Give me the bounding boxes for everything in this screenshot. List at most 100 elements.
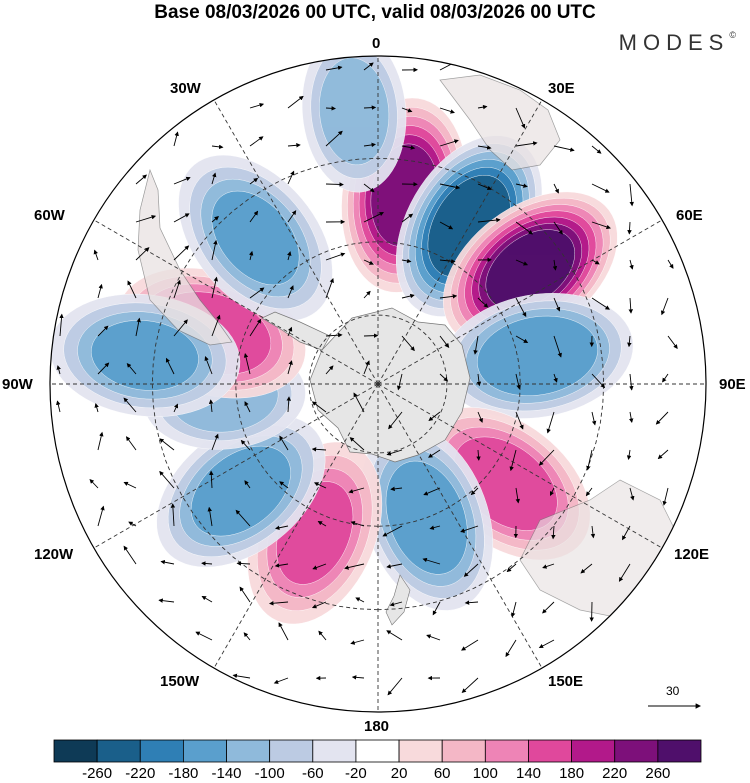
wind-vector-arrow <box>325 252 346 261</box>
colorbar-tick-label: -220 <box>125 765 156 782</box>
lon-label-150e: 150E <box>548 673 584 690</box>
wind-vector-arrow <box>318 630 327 641</box>
colorbar-swatch <box>571 739 616 763</box>
wind-vector-arrow <box>439 335 450 349</box>
wind-vector-arrow <box>287 251 292 261</box>
wind-vector-arrow <box>93 249 99 261</box>
wind-vector-arrow <box>97 362 110 375</box>
wind-vector-arrow <box>363 105 377 110</box>
wind-vector-arrow <box>585 487 593 497</box>
wind-vector-arrow <box>422 557 441 565</box>
negative-anomaly-center <box>178 154 333 322</box>
wind-vector-arrow <box>97 283 103 299</box>
wind-vector-arrow <box>401 213 414 223</box>
wind-vector-arrow <box>662 373 669 383</box>
reference-vector-label: 30 <box>666 684 680 698</box>
wind-vector-arrow <box>123 481 137 489</box>
colorbar-swatch <box>355 739 400 763</box>
wind-vector-arrow <box>355 597 365 603</box>
wind-vector-arrow <box>94 403 99 413</box>
wind-vector-arrow <box>629 183 634 207</box>
wind-vector-arrow <box>542 601 555 614</box>
wind-vector-arrow <box>428 449 441 458</box>
wind-vector-arrow <box>249 102 265 109</box>
wind-vector-arrow <box>135 215 157 223</box>
wind-vector-arrow <box>350 520 365 527</box>
colorbar-swatch <box>139 739 184 763</box>
wind-vector-arrow <box>386 449 403 456</box>
wind-vector-arrow <box>515 107 526 129</box>
wind-vector-arrow <box>439 294 458 299</box>
wind-vector-arrow <box>135 317 141 337</box>
wind-vector-arrow <box>274 563 289 568</box>
wind-vectors <box>56 60 678 696</box>
colorbar-tick-label: 140 <box>515 765 542 782</box>
colorbar-swatch <box>226 739 271 763</box>
wind-vector-arrow <box>363 183 375 193</box>
antarctic-peninsula <box>261 311 331 351</box>
wind-vector-arrow <box>344 563 365 570</box>
wind-vector-arrow <box>287 210 297 223</box>
wind-vector-arrow <box>473 335 479 355</box>
wind-vector-arrow <box>204 356 213 375</box>
wind-vector-arrow <box>622 525 631 541</box>
anomaly-contour <box>190 445 291 537</box>
wind-vector-arrow <box>128 521 137 527</box>
wind-vector-arrow <box>401 107 413 113</box>
wind-vector-arrow <box>477 104 488 110</box>
wind-vector-arrow <box>211 172 217 185</box>
wind-vector-arrow <box>311 447 327 452</box>
wind-vector-arrow <box>553 335 562 358</box>
wind-vector-arrow <box>56 400 61 413</box>
wind-vector-arrow <box>553 183 559 194</box>
meridian-line <box>377 219 663 385</box>
wind-vector-arrow <box>477 411 483 423</box>
wind-vector-arrow <box>235 509 251 527</box>
wind-vector-arrow <box>240 439 251 451</box>
wind-vector-arrow <box>515 487 520 504</box>
colorbar-swatch <box>657 739 702 763</box>
wind-vector-arrow <box>363 259 374 265</box>
wind-vector-arrow <box>287 360 293 375</box>
wind-vector-arrow <box>173 319 188 337</box>
map-title: Base 08/03/2026 00 UTC, valid 08/03/2026… <box>154 2 596 23</box>
wind-vector-arrow <box>586 449 593 471</box>
wind-vector-arrow <box>159 470 175 489</box>
wind-vector-arrow <box>311 401 327 413</box>
wind-vector-arrow <box>211 314 221 337</box>
wind-vector-arrow <box>591 373 606 389</box>
antarctica-landmass <box>309 307 471 463</box>
wind-vector-arrow <box>386 563 403 569</box>
wind-vector-arrow <box>401 258 412 264</box>
wind-vector-arrow <box>173 279 181 299</box>
wind-vector-arrow <box>667 335 678 350</box>
brand-text: MODES <box>618 30 730 55</box>
wind-vector-arrow <box>313 482 327 489</box>
wind-vector-arrow <box>135 247 150 261</box>
colorbar-tick-label: 60 <box>433 765 451 782</box>
wind-vector-arrow <box>551 525 556 540</box>
wind-vector-arrow <box>618 563 631 582</box>
wind-vector-arrow <box>363 142 376 148</box>
wind-vector-arrow <box>538 449 555 466</box>
wind-vector-arrow <box>165 357 175 375</box>
wind-vector-arrow <box>363 62 374 71</box>
meridian-line <box>377 383 543 669</box>
wind-vector-arrow <box>249 136 264 147</box>
wind-vector-arrow <box>590 525 596 539</box>
wind-vector-arrow <box>388 411 403 430</box>
lon-label-60w: 60W <box>34 207 65 224</box>
wind-vector-arrow <box>59 313 64 337</box>
wind-vector-arrow <box>311 601 327 609</box>
meridian-line <box>93 383 379 549</box>
wind-vector-arrow <box>325 182 344 187</box>
wind-vector-arrow <box>173 176 191 185</box>
wind-vector-arrow <box>426 634 441 641</box>
wind-vector-arrow <box>591 411 597 426</box>
wind-vector-arrow <box>401 293 415 299</box>
wind-vector-arrow <box>463 563 479 577</box>
wind-vector-arrow <box>461 639 479 651</box>
wind-vector-arrow <box>591 183 610 193</box>
wind-vector-arrow <box>542 563 555 569</box>
wind-vector-arrow <box>278 622 289 641</box>
